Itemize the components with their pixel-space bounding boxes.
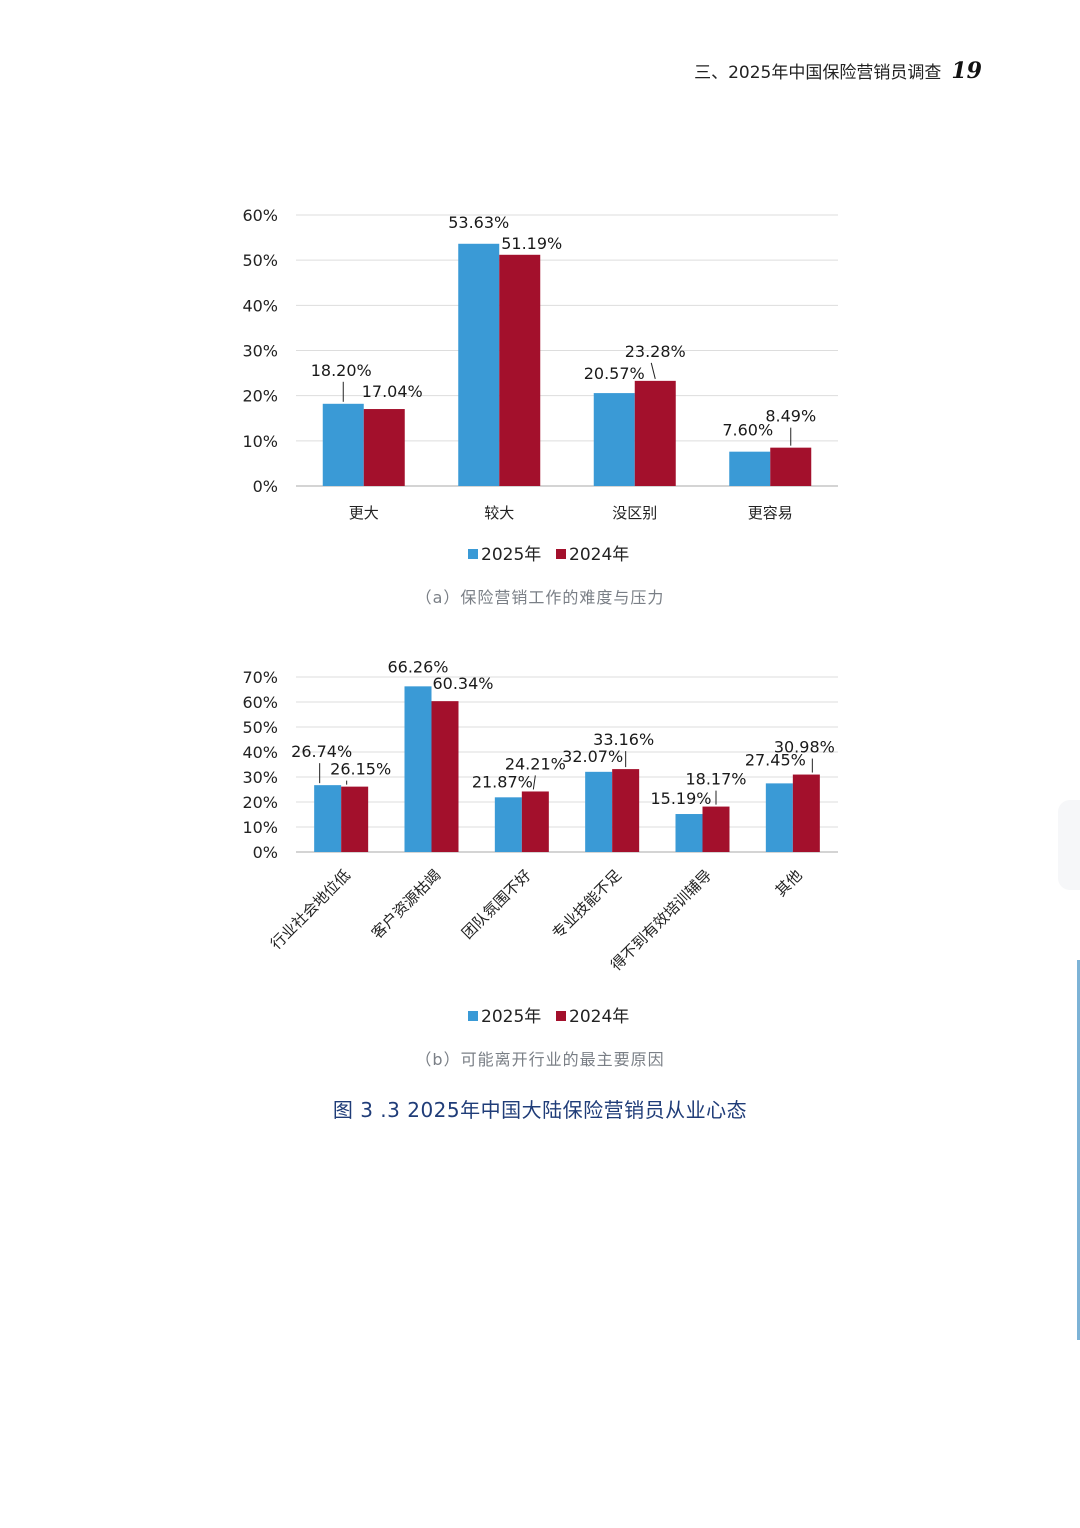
x-tick-label: 更容易	[748, 504, 793, 522]
page-edge	[1077, 960, 1080, 1340]
figure-title: 图 3 .3 2025年中国大陆保险营销员从业心态	[332, 1098, 748, 1122]
y-tick-label: 40%	[242, 296, 278, 315]
data-label: 24.21%	[505, 754, 566, 773]
y-tick-label: 10%	[242, 432, 278, 451]
leader-line	[650, 362, 656, 379]
page-number: 19	[951, 58, 982, 84]
x-tick-label: 团队氛围不好	[458, 866, 534, 942]
x-tick-label: 更大	[349, 504, 379, 522]
bar-2025	[314, 785, 342, 852]
y-tick-label: 50%	[242, 251, 278, 270]
x-tick-label: 专业技能不足	[549, 866, 625, 942]
y-tick-label: 20%	[242, 793, 278, 812]
x-tick-label: 客户资源枯竭	[368, 866, 444, 942]
legend-swatch-2025	[468, 1011, 478, 1021]
y-tick-label: 50%	[242, 718, 278, 737]
bar-2025	[585, 771, 613, 852]
data-label: 18.20%	[311, 361, 372, 380]
x-tick-label: 没区别	[612, 504, 657, 522]
data-label: 21.87%	[472, 772, 533, 791]
y-tick-label: 10%	[242, 818, 278, 837]
bar-2025	[494, 797, 522, 852]
legend-label-2024: 2024年	[569, 1007, 629, 1027]
bar-2024	[770, 447, 812, 486]
x-tick-label: 其他	[772, 866, 806, 900]
data-label: 26.15%	[330, 760, 391, 779]
bar-2025	[458, 243, 500, 486]
bar-2024	[702, 806, 730, 852]
running-head: 三、2025年中国保险营销员调查 19	[694, 58, 982, 84]
data-label: 15.19%	[650, 789, 711, 808]
data-label: 51.19%	[501, 234, 562, 253]
bar-2024	[521, 791, 549, 852]
data-label: 8.49%	[765, 407, 816, 426]
legend-swatch-2024	[556, 549, 566, 559]
legend-swatch-2024	[556, 1011, 566, 1021]
y-tick-label: 40%	[242, 743, 278, 762]
data-label: 53.63%	[448, 213, 509, 232]
bar-2024	[634, 380, 676, 486]
chart-b-caption: （b）可能离开行业的最主要原因	[415, 1050, 665, 1069]
data-label: 32.07%	[562, 747, 623, 766]
y-tick-label: 60%	[242, 693, 278, 712]
bar-2024	[431, 701, 459, 852]
bar-2025	[765, 783, 793, 852]
y-tick-label: 20%	[242, 387, 278, 406]
y-tick-label: 70%	[242, 668, 278, 687]
data-label: 33.16%	[593, 730, 654, 749]
page-edge-shadow	[1058, 800, 1080, 890]
chart-a-caption: （a）保险营销工作的难度与压力	[415, 588, 665, 607]
section-title: 三、2025年中国保险营销员调查	[694, 63, 942, 83]
bar-2024	[612, 769, 640, 852]
bar-2025	[593, 393, 635, 486]
x-tick-label: 较大	[484, 504, 514, 522]
chart-b: 0% 10% 20% 30% 40% 50% 60% 70% 26.74%26.15% 行业社会地…	[242, 657, 838, 1027]
data-label: 60.34%	[432, 674, 493, 693]
legend-label-2024: 2024年	[569, 545, 629, 565]
bar-2024	[341, 786, 369, 852]
y-tick-label: 0%	[253, 477, 278, 496]
data-label: 30.98%	[774, 738, 835, 757]
bar-2024	[363, 409, 405, 486]
bar-2025	[322, 403, 364, 486]
data-label: 66.26%	[387, 657, 448, 676]
data-label: 18.17%	[685, 770, 746, 789]
data-label: 20.57%	[584, 364, 645, 383]
bar-2025	[729, 451, 771, 486]
bar-2025	[675, 814, 703, 852]
x-tick-label: 行业社会地位低	[267, 866, 354, 953]
data-label: 17.04%	[362, 382, 423, 401]
bar-2024	[792, 774, 820, 852]
y-tick-label: 0%	[253, 843, 278, 862]
data-label: 27.45%	[745, 750, 806, 769]
x-tick-label: 得不到有效培训辅导	[607, 866, 715, 974]
bar-2024	[499, 254, 541, 486]
y-tick-label: 60%	[242, 206, 278, 225]
bar-2025	[404, 686, 432, 852]
legend-swatch-2025	[468, 549, 478, 559]
leader-line	[532, 775, 536, 790]
chart-a: 0% 10% 20% 30% 40% 50% 60% 18.20% 17.04% 更大 53.63%…	[242, 206, 838, 565]
data-label: 23.28%	[625, 342, 686, 361]
legend-label-2025: 2025年	[481, 1007, 541, 1027]
data-label: 26.74%	[291, 742, 352, 761]
y-tick-label: 30%	[242, 768, 278, 787]
data-label: 7.60%	[722, 421, 773, 440]
y-tick-label: 30%	[242, 342, 278, 361]
legend-label-2025: 2025年	[481, 545, 541, 565]
